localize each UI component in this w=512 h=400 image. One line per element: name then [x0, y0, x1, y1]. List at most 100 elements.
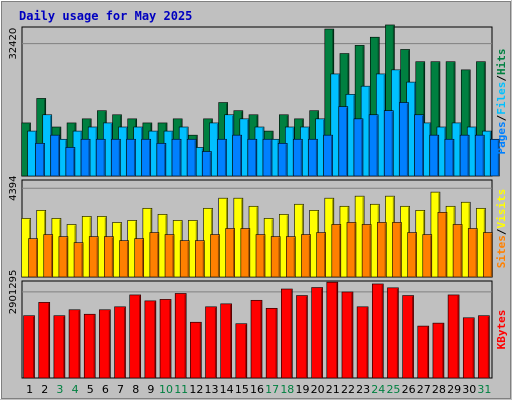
bar-body-sites-day-10: [164, 234, 175, 278]
bar-pages-day-24: [383, 110, 394, 177]
bar-kbytes-day-6: [99, 309, 111, 379]
bar-kbytes-day-10: [159, 299, 172, 379]
bar-body-kbytes-day-12: [190, 321, 202, 379]
bar-kbytes-day-31: [478, 315, 490, 379]
x-tick-label-day-4: 4: [72, 383, 79, 396]
bar-sites-day-14: [225, 228, 235, 278]
bar-kbytes-day-2: [38, 302, 51, 379]
bar-kbytes-day-8: [129, 294, 142, 379]
bar-pages-day-6: [111, 138, 121, 177]
bar-pages-day-28: [444, 138, 455, 177]
bar-pages-day-10: [171, 138, 182, 177]
x-tick-label-day-26: 26: [402, 383, 416, 396]
bar-pages-day-11: [186, 138, 197, 177]
bar-sites-day-7: [119, 240, 129, 278]
bar-pages-day-21: [338, 106, 349, 177]
bar-body-kbytes-day-8: [129, 294, 142, 379]
bar-kbytes-day-29: [447, 294, 460, 379]
bar-body-sites-day-1: [28, 238, 38, 278]
bar-sites-day-15: [240, 228, 251, 278]
bar-kbytes-day-25: [387, 287, 399, 379]
bar-body-kbytes-day-16: [250, 299, 263, 379]
bar-body-kbytes-day-22: [341, 291, 354, 379]
bar-sites-day-2: [43, 234, 54, 278]
bar-kbytes-day-3: [53, 315, 66, 379]
bar-body-sites-day-21: [331, 224, 342, 278]
x-tick-label-day-11: 11: [174, 383, 188, 396]
bar-sites-day-13: [210, 234, 220, 278]
bar-body-kbytes-day-14: [220, 303, 232, 379]
x-tick-label-day-27: 27: [417, 383, 431, 396]
bar-body-sites-day-28: [437, 212, 448, 278]
bar-body-pages-day-19: [308, 138, 318, 177]
x-tick-label-day-29: 29: [447, 383, 461, 396]
bar-body-sites-day-18: [286, 236, 296, 278]
legend-entry-kbytes: KBytes: [495, 310, 508, 350]
bar-pages-day-5: [95, 138, 106, 177]
bar-pages-day-9: [156, 143, 167, 177]
bar-kbytes-day-21: [326, 281, 339, 379]
legend-visits-sites: Sites/Visits: [495, 189, 508, 269]
bar-body-sites-day-26: [407, 232, 417, 278]
bar-body-pages-day-6: [111, 138, 121, 177]
bar-pages-day-2: [50, 134, 61, 177]
bar-kbytes-day-19: [296, 295, 308, 379]
bar-kbytes-day-13: [205, 306, 217, 379]
bar-body-pages-day-4: [80, 138, 91, 177]
x-tick-label-day-9: 9: [147, 383, 154, 396]
bar-body-pages-day-24: [383, 110, 394, 177]
bar-kbytes-day-18: [281, 288, 293, 379]
bar-kbytes-day-26: [402, 295, 414, 379]
bar-body-sites-day-6: [104, 236, 114, 278]
chart-panels: 32420Pages/Files/Hits4394Sites/Visits290…: [8, 24, 508, 379]
bar-body-kbytes-day-11: [174, 293, 187, 379]
bar-pages-day-22: [353, 118, 364, 177]
bar-kbytes-day-20: [311, 287, 323, 379]
bar-sites-day-31: [483, 232, 493, 278]
bar-sites-day-6: [104, 236, 114, 278]
bar-pages-day-4: [80, 138, 91, 177]
bar-sites-day-4: [73, 242, 84, 278]
x-tick-label-day-8: 8: [132, 383, 139, 396]
bar-body-kbytes-day-17: [265, 307, 278, 379]
bar-sites-day-18: [286, 236, 296, 278]
x-tick-label-day-10: 10: [159, 383, 173, 396]
x-tick-label-day-5: 5: [87, 383, 94, 396]
bar-body-kbytes-day-28: [432, 322, 445, 379]
bar-kbytes-day-9: [144, 300, 157, 379]
bar-body-kbytes-day-19: [296, 295, 308, 379]
bar-sites-day-11: [179, 240, 190, 278]
bar-sites-day-25: [392, 222, 402, 278]
bar-sites-day-22: [346, 222, 357, 278]
bar-kbytes-day-11: [174, 293, 187, 379]
bar-kbytes-day-4: [68, 309, 81, 379]
legend-separator: /: [495, 75, 508, 82]
x-tick-label-day-31: 31: [477, 383, 491, 396]
bar-body-pages-day-8: [141, 138, 152, 177]
bar-kbytes-day-1: [23, 315, 35, 379]
chart-title: Daily usage for May 2025: [19, 9, 192, 23]
x-tick-label-day-15: 15: [235, 383, 249, 396]
bar-body-kbytes-day-10: [159, 299, 172, 379]
x-tick-label-day-17: 17: [265, 383, 279, 396]
bar-sites-day-3: [58, 236, 69, 278]
bar-body-pages-day-12: [202, 151, 212, 177]
bar-body-pages-day-20: [323, 134, 333, 177]
bar-body-pages-day-14: [232, 134, 242, 177]
bar-body-kbytes-day-1: [23, 315, 35, 379]
bar-body-sites-day-31: [483, 232, 493, 278]
bar-body-pages-day-3: [65, 147, 76, 177]
bar-sites-day-26: [407, 232, 417, 278]
bar-kbytes-day-15: [235, 323, 248, 379]
bar-body-kbytes-day-20: [311, 287, 323, 379]
bar-body-pages-day-31: [490, 138, 500, 177]
bar-body-sites-day-3: [58, 236, 69, 278]
bar-pages-day-20: [323, 134, 333, 177]
bar-sites-day-30: [467, 228, 478, 278]
bar-body-kbytes-day-18: [281, 288, 293, 379]
x-tick-label-day-20: 20: [311, 383, 325, 396]
legend-separator: /: [495, 228, 508, 235]
legend-entry-visits: Visits: [495, 189, 508, 229]
bar-pages-day-3: [65, 147, 76, 177]
bar-body-sites-day-29: [452, 224, 463, 278]
